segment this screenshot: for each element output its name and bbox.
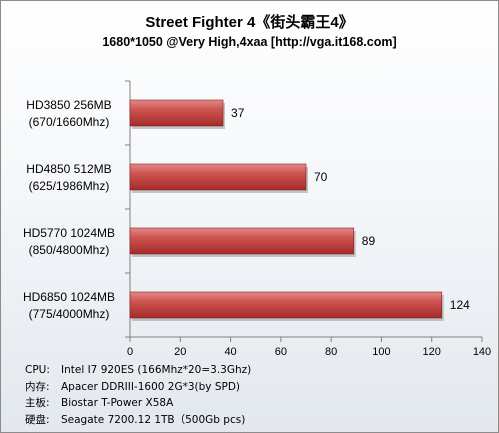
note-row: 主板: Biostar T-Power X58A <box>25 395 251 412</box>
x-tick-label: 60 <box>275 346 287 358</box>
bar <box>129 291 443 319</box>
category-label: HD6850 1024MB <box>23 290 115 304</box>
bar <box>129 99 224 127</box>
category-label: (670/1660Mhz) <box>29 115 110 129</box>
category-label: (775/4000Mhz) <box>29 307 110 321</box>
category-label: (625/1986Mhz) <box>29 179 110 193</box>
note-value: Apacer DDRIII-1600 2G*3(by SPD) <box>61 380 241 393</box>
x-tick-label: 120 <box>423 346 441 358</box>
note-label: 内存: <box>25 380 50 393</box>
category-label: HD3850 256MB <box>26 98 111 112</box>
bars: 37 70 89 124 <box>129 99 470 321</box>
bar <box>129 227 355 255</box>
bar <box>129 163 307 191</box>
note-value: Seagate 7200.12 1TB（500Gb pcs) <box>61 413 246 426</box>
x-tick-label: 80 <box>325 346 337 358</box>
category-label: HD5770 1024MB <box>23 226 115 240</box>
x-tick-label: 40 <box>224 346 236 358</box>
x-tick-label: 0 <box>127 346 133 358</box>
chart-title: Street Fighter 4《街头霸王4》 <box>145 14 354 31</box>
data-label: 37 <box>231 106 245 120</box>
data-label: 70 <box>314 170 328 184</box>
note-row: CPU: Intel I7 920ES (166Mhz*20=3.3Ghz) <box>25 362 251 379</box>
x-tick-label: 20 <box>174 346 186 358</box>
note-label: CPU: <box>25 364 50 376</box>
note-label: 硬盘: <box>25 413 50 426</box>
note-value: Intel I7 920ES (166Mhz*20=3.3Ghz) <box>61 364 252 376</box>
test-notes: CPU: Intel I7 920ES (166Mhz*20=3.3Ghz) 内存:… <box>25 362 251 428</box>
note-value: Biostar T-Power X58A <box>61 397 174 409</box>
note-row: 内存: Apacer DDRIII-1600 2G*3(by SPD) <box>25 379 251 396</box>
chart-subtitle: 1680*1050 @Very High,4xaa [http://vga.it… <box>102 35 397 49</box>
axes: 0 20 40 60 80 100 120 140 HD3850 256MB (670/1660M… <box>23 80 491 358</box>
data-label: 89 <box>362 234 376 248</box>
note-row: 硬盘: Seagate 7200.12 1TB（500Gb pcs) <box>25 412 251 429</box>
x-tick-label: 100 <box>372 346 390 358</box>
category-label: (850/4800Mhz) <box>29 243 110 257</box>
note-label: 主板: <box>25 397 50 409</box>
category-label: HD4850 512MB <box>26 162 111 176</box>
x-tick-label: 140 <box>473 346 491 358</box>
data-label: 124 <box>450 298 470 312</box>
